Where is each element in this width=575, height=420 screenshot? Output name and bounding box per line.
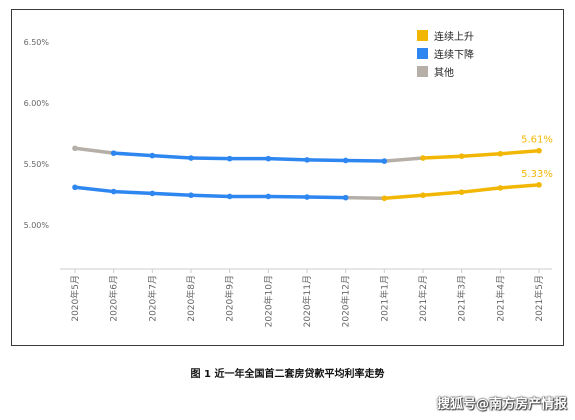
y-tick-label: 6.50%	[24, 38, 50, 47]
y-tick-label: 5.00%	[24, 221, 50, 230]
series-2-segment	[266, 194, 309, 199]
series-2-segment	[498, 183, 541, 190]
series-1-point	[226, 155, 233, 162]
x-tick-label: 2020年11月	[301, 275, 313, 327]
series-1-segment	[421, 154, 464, 160]
y-tick-label: 5.50%	[24, 160, 50, 169]
series-2-point	[420, 192, 426, 199]
series-1-point	[458, 153, 465, 160]
line-chart: 6.50% 6.00% 5.50% 5.00% 2020年5月 2020年6月 2020年7…	[24, 38, 553, 327]
x-tick-label: 2021年3月	[456, 275, 468, 322]
chart-frame: 6.50% 6.00% 5.50% 5.00% 2020年5月 2020年6月 2020年7…	[11, 9, 564, 346]
series-2-segment	[305, 195, 348, 200]
series-2-point	[536, 182, 542, 188]
series-2-segment	[343, 195, 387, 201]
series-2-point	[497, 185, 504, 191]
x-tick-label: 2020年6月	[108, 275, 120, 322]
legend-item-other: 其他	[417, 64, 454, 79]
series-1-point	[536, 147, 542, 154]
series-1-point	[381, 158, 388, 164]
series-1-segment	[266, 156, 309, 162]
series-2-point	[226, 193, 233, 200]
series-1-point	[265, 155, 272, 162]
series-2-segment	[421, 190, 464, 197]
y-tick-label: 6.00%	[24, 99, 50, 108]
series-1-point	[110, 150, 117, 156]
series-2-point	[149, 190, 156, 197]
series-1-point	[497, 150, 504, 157]
series-2-point	[110, 188, 117, 195]
series-2-end-label: 5.33%	[521, 169, 553, 180]
series-2-point	[72, 184, 78, 191]
x-tick-label: 2021年1月	[378, 275, 390, 322]
series-2-point	[458, 189, 465, 195]
series-2-point	[342, 194, 349, 201]
series-1-end-label: 5.61%	[521, 135, 553, 146]
series-1-point	[72, 145, 78, 152]
series-2-segment	[150, 191, 193, 197]
series-1-segment	[189, 156, 232, 161]
x-tick-label: 2021年2月	[417, 275, 429, 322]
series-2-segment	[459, 186, 503, 194]
x-tick-label: 2020年12月	[340, 275, 352, 327]
series-1-point	[420, 155, 426, 161]
legend-swatch-up	[417, 30, 428, 41]
series-2-point	[304, 194, 310, 200]
series-2-point	[381, 195, 388, 202]
series-1-segment	[111, 151, 155, 158]
series-2-segment	[73, 185, 116, 194]
series-1-point	[342, 157, 349, 164]
series-1-segment	[73, 146, 116, 155]
legend-swatch-down	[417, 48, 428, 59]
legend-label-up: 连续上升	[434, 32, 474, 43]
series-1-point	[304, 157, 310, 163]
series-2-point	[188, 192, 194, 199]
series-2-point	[265, 193, 272, 200]
x-tick-label: 2021年4月	[494, 275, 506, 322]
series-1-segment	[498, 148, 541, 156]
figure-caption: 图 1 近一年全国首二套房贷款平均利率走势	[190, 369, 385, 380]
legend-label-down: 连续下降	[434, 50, 474, 61]
series-2-segment	[189, 193, 232, 199]
legend-label-other: 其他	[434, 68, 454, 79]
watermark: 搜狐号@南方房产情报	[436, 397, 567, 412]
x-tick-label: 2020年10月	[262, 275, 274, 327]
legend-item-down: 连续下降	[417, 46, 474, 61]
series-1-segment	[459, 152, 503, 158]
series-1-segment	[382, 156, 425, 163]
series-1-point	[188, 155, 194, 161]
series-1-segment	[150, 153, 193, 160]
x-tick-label: 2021年5月	[533, 275, 545, 322]
series-2-segment	[382, 193, 425, 201]
x-tick-label: 2020年8月	[185, 275, 197, 322]
x-tick-label: 2020年9月	[224, 275, 236, 322]
legend-swatch-other	[417, 66, 428, 77]
x-tick-label: 2020年7月	[146, 275, 158, 322]
legend-item-up: 连续上升	[417, 28, 474, 43]
x-tick-label: 2020年5月	[69, 275, 81, 322]
series-1-segment	[343, 158, 387, 163]
series-1-segment	[305, 158, 348, 163]
series-2-segment	[111, 189, 155, 196]
series-1-point	[149, 152, 156, 159]
